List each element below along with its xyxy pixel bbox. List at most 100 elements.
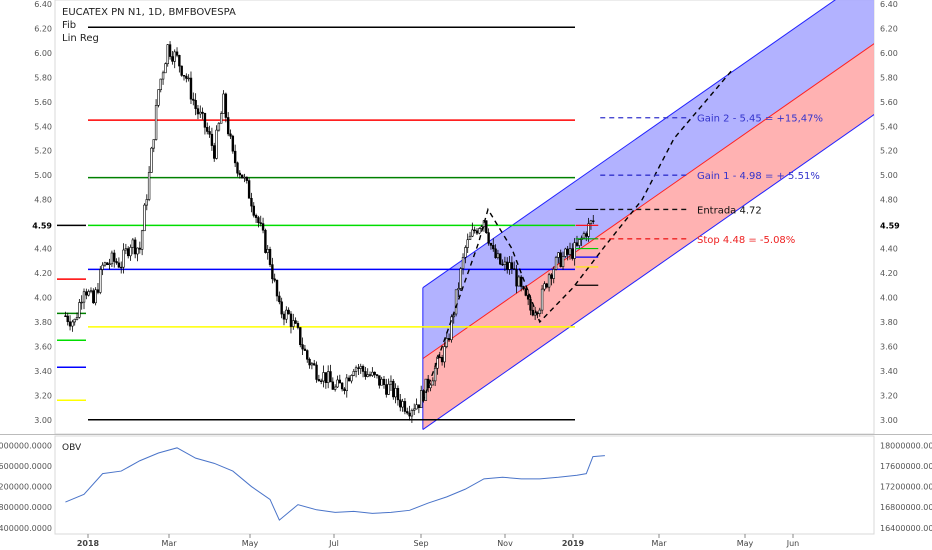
price-axis-left-label: 3.60 [34, 342, 52, 351]
candle-body [450, 316, 453, 341]
candle-body [101, 264, 104, 270]
candle-body [371, 371, 374, 376]
price-axis-right-label: 4.40 [880, 245, 898, 254]
candle-body [233, 150, 237, 164]
fib-indicator-label[interactable]: Fib [62, 20, 77, 31]
price-axis-left-label: 5.40 [34, 122, 52, 131]
candle-body [159, 78, 162, 91]
annotation-label-1[interactable]: Gain 1 - 4.98 = + 5.51% [697, 171, 820, 182]
candle-body [568, 248, 572, 255]
candle-body [108, 263, 111, 266]
price-axis-right-label: 4.59 [880, 221, 900, 230]
annotation-label-2[interactable]: Entrada 4.72 [697, 205, 762, 216]
candle-body [292, 320, 295, 327]
candle-body [178, 55, 181, 67]
obv-title[interactable]: OBV [62, 443, 82, 453]
candle-body [180, 65, 183, 76]
candle-body [213, 145, 216, 159]
candle-body [222, 93, 225, 114]
candle-body [547, 274, 551, 288]
candle-body [166, 44, 169, 65]
candle-body [464, 247, 467, 258]
annotation-label-3[interactable]: Stop 4.48 = -5.08% [697, 235, 795, 246]
price-axis-left-label: 4.40 [34, 245, 52, 254]
price-axis-left-label: 6.20 [34, 24, 52, 33]
candle-body [264, 229, 267, 253]
candle-body [124, 248, 128, 251]
candle-body [117, 262, 121, 268]
time-axis-label: Sep [413, 539, 428, 548]
price-axis-right-label: 6.40 [880, 0, 898, 9]
candle-body [343, 388, 346, 391]
candle-body [306, 350, 309, 360]
candle-body [389, 380, 393, 385]
candle-body [324, 372, 328, 383]
obv-line[interactable] [65, 447, 605, 521]
candle-body [129, 247, 132, 257]
candle-body [417, 404, 421, 408]
price-axis-right-label: 4.80 [880, 196, 898, 205]
candle-body [271, 264, 274, 280]
candle-body [106, 262, 109, 266]
price-axis-left-label: 4.59 [32, 221, 52, 230]
candle-body [71, 321, 74, 327]
candle-body [438, 356, 441, 359]
candle-body [338, 379, 342, 384]
candle-body [589, 220, 593, 224]
symbol-title[interactable]: EUCATEX PN N1, 1D, BMFBOVESPA [62, 7, 236, 18]
candle-body [199, 111, 202, 115]
candle-body [543, 283, 546, 290]
candle-body [419, 390, 423, 408]
candle-body [578, 239, 581, 246]
candle-body [510, 262, 514, 269]
candle-body [252, 205, 255, 216]
candle-body [247, 180, 251, 199]
candle-body [513, 268, 516, 270]
candle-body [131, 239, 135, 248]
candle-body [261, 223, 265, 231]
candle-body [485, 220, 488, 234]
candle-body [366, 374, 369, 377]
candle-body [545, 283, 548, 288]
candle-body [475, 230, 479, 234]
candle-body [489, 242, 493, 246]
candle-body [278, 295, 281, 303]
obv-axis-left-label: 16400000.0000 [0, 524, 52, 533]
candle-body [285, 309, 288, 320]
candle-body [145, 199, 148, 206]
candle-body [68, 321, 72, 327]
price-axis-left-label: 6.00 [34, 49, 52, 58]
candle-body [266, 249, 269, 253]
candle-body [94, 289, 97, 304]
candle-body [408, 412, 411, 417]
candle-body [373, 371, 376, 375]
candle-body [206, 127, 209, 132]
candle-body [329, 371, 332, 383]
candle-body [254, 215, 258, 218]
candle-body [168, 44, 172, 57]
linreg-indicator-label[interactable]: Lin Reg [62, 33, 99, 44]
candle-body [364, 371, 367, 377]
candle-body [440, 357, 444, 363]
candle-body [208, 131, 211, 135]
candle-body [250, 197, 253, 207]
annotation-label-0[interactable]: Gain 2 - 5.45 = +15,47% [697, 114, 823, 125]
candle-body [120, 266, 123, 269]
candle-body [220, 113, 223, 124]
candle-body [133, 239, 137, 255]
candle-body [571, 248, 574, 259]
candle-body [559, 252, 562, 267]
candle-body [466, 239, 469, 248]
candlestick-series [64, 41, 595, 423]
candle-body [447, 338, 451, 341]
obv-axis-right-label: 16400000.0000 [880, 524, 932, 533]
candle-body [461, 257, 465, 269]
time-axis-label: Mar [651, 539, 667, 548]
candle-body [157, 89, 160, 106]
candle-body [273, 278, 276, 281]
candle-body [171, 56, 174, 62]
candle-body [152, 139, 155, 149]
candle-body [368, 374, 372, 376]
candle-body [529, 298, 532, 311]
candle-body [557, 252, 560, 258]
